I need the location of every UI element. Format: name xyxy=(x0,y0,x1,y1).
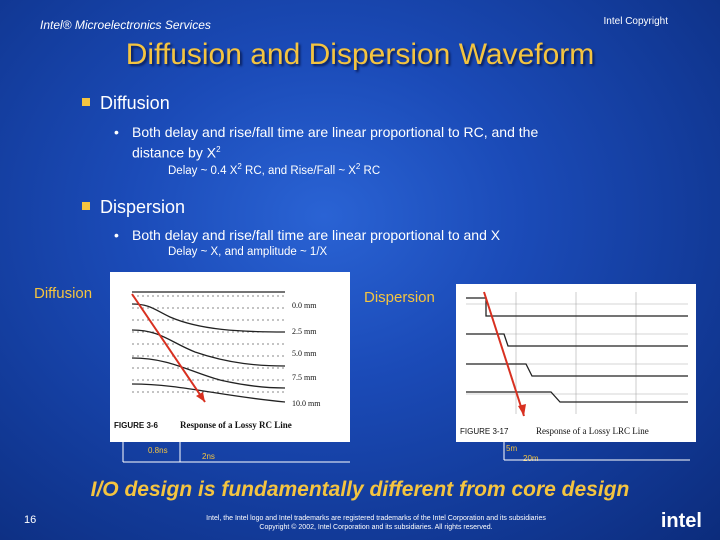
intel-logo: intel xyxy=(660,510,702,532)
formula-diffusion-sup2: 2 xyxy=(355,162,361,171)
figure-caption-number: FIGURE 3-17 xyxy=(460,427,509,436)
sub-bullet-dispersion: • Both delay and rise/fall time are linea… xyxy=(114,226,654,244)
square-bullet-icon xyxy=(82,202,90,211)
sub-bullet-diffusion-sup: 2 xyxy=(216,145,221,154)
distance-label-4: 10.0 mm xyxy=(292,399,321,408)
figure-label-diffusion: Diffusion xyxy=(34,285,93,302)
figure-diffusion: 0.0 mm 2.5 mm 5.0 mm 7.5 mm 10.0 mm FIGU… xyxy=(110,272,350,442)
header-left-text: Intel® Microelectronics Services xyxy=(40,18,211,32)
formula-dispersion: Delay ~ X, and amplitude ~ 1/X xyxy=(168,246,328,258)
formula-diffusion-sup1: 2 xyxy=(237,162,242,171)
dispersion-waveform-plot: FIGURE 3-17 Response of a Lossy LRC Line xyxy=(460,291,688,436)
diffusion-scale-markers xyxy=(122,442,350,463)
dot-bullet-icon: • xyxy=(114,124,119,140)
figure-caption-text: Response of a Lossy LRC Line xyxy=(536,426,649,436)
formula-diffusion-b: RC, and Rise/Fall ~ X xyxy=(241,164,356,177)
sub-bullet-diffusion-line1: Both delay and rise/fall time are linear… xyxy=(132,124,539,140)
scale-label-right: 2ns xyxy=(202,452,215,461)
bullet-dispersion: Dispersion xyxy=(82,197,185,218)
formula-diffusion: Delay ~ 0.4 X2 RC, and Rise/Fall ~ X2 RC xyxy=(168,162,380,177)
figure-caption-number: FIGURE 3-6 xyxy=(114,421,159,430)
sub-bullet-diffusion-line2: distance by X xyxy=(132,144,217,161)
distance-label-1: 2.5 mm xyxy=(292,327,317,336)
dot-bullet-icon: • xyxy=(114,227,119,243)
dispersion-scale-markers xyxy=(503,442,690,461)
footer-line1: Intel, the Intel logo and Intel trademar… xyxy=(206,515,546,522)
square-bullet-icon xyxy=(82,98,90,107)
distance-label-2: 5.0 mm xyxy=(292,349,317,358)
sub-bullet-dispersion-line: Both delay and rise/fall time are linear… xyxy=(132,227,501,243)
scale-label-right: 20m xyxy=(523,454,539,463)
distance-label-0: 0.0 mm xyxy=(292,301,317,310)
scale-label-left: 5m xyxy=(506,444,518,453)
footer-line2: Copyright © 2002, Intel Corporation and … xyxy=(259,524,493,531)
distance-label-3: 7.5 mm xyxy=(292,373,317,382)
diffusion-waveform-plot: 0.0 mm 2.5 mm 5.0 mm 7.5 mm 10.0 mm FIGU… xyxy=(114,291,321,430)
header-right-text: Intel Copyright xyxy=(603,16,668,27)
sub-bullet-diffusion: • Both delay and rise/fall time are linea… xyxy=(114,123,654,162)
formula-diffusion-a: Delay ~ 0.4 X xyxy=(168,164,238,177)
slide-title: Diffusion and Dispersion Waveform xyxy=(125,38,595,71)
bullet-diffusion: Diffusion xyxy=(82,93,170,114)
footer-legal: Intel, the Intel logo and Intel trademar… xyxy=(176,514,576,532)
page-number: 16 xyxy=(24,514,37,526)
bullet-diffusion-heading: Diffusion xyxy=(100,93,170,113)
figure-label-dispersion: Dispersion xyxy=(364,289,435,306)
bottom-statement: I/O design is fundamentally different fr… xyxy=(90,478,630,501)
bullet-dispersion-heading: Dispersion xyxy=(100,197,186,217)
scale-label-left: 0.8ns xyxy=(148,446,168,455)
figure-caption-text: Response of a Lossy RC Line xyxy=(180,420,292,430)
formula-diffusion-c: RC xyxy=(360,164,381,177)
figure-dispersion: FIGURE 3-17 Response of a Lossy LRC Line xyxy=(456,284,696,442)
